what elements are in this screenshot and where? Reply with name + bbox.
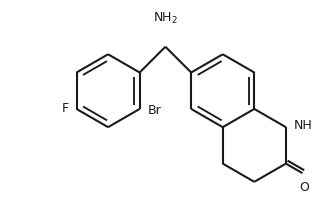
Text: O: O <box>300 181 309 194</box>
Text: Br: Br <box>147 104 161 117</box>
Text: F: F <box>62 102 69 115</box>
Text: NH$_2$: NH$_2$ <box>153 10 178 26</box>
Text: NH: NH <box>294 119 312 132</box>
